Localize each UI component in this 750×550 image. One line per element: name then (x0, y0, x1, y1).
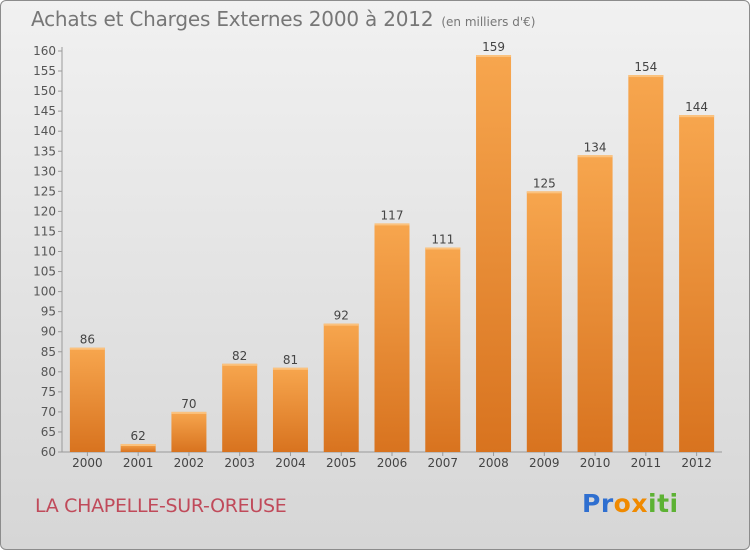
bar-2007 (425, 247, 461, 452)
y-tick-label: 90 (41, 325, 56, 339)
title-block: Achats et Charges Externes 2000 à 2012 (e… (31, 7, 535, 31)
logo-letter: x (631, 489, 648, 518)
bar-2008 (476, 55, 512, 452)
data-label-2000: 86 (80, 333, 95, 347)
y-tick-label: 145 (33, 104, 56, 118)
logo-letter: r (600, 489, 614, 518)
data-label-2009: 125 (533, 176, 556, 190)
data-label-2011: 154 (634, 60, 657, 74)
bar-highlight (628, 75, 664, 78)
y-tick-label: 60 (41, 445, 56, 459)
bar-highlight (272, 367, 308, 370)
bar-highlight (679, 115, 715, 118)
x-tick-label-2000: 2000 (72, 456, 103, 470)
bar-highlight (69, 347, 105, 350)
y-tick-label: 130 (33, 164, 56, 178)
data-label-2008: 159 (482, 40, 505, 54)
y-tick-label: 70 (41, 405, 56, 419)
data-label-2007: 111 (431, 232, 454, 246)
y-tick-label: 125 (33, 184, 56, 198)
x-tick-label-2001: 2001 (123, 456, 154, 470)
data-label-2012: 144 (685, 100, 708, 114)
x-tick-label-2012: 2012 (681, 456, 712, 470)
logo-letter: o (613, 489, 632, 518)
bar-2003 (222, 363, 258, 452)
data-label-2003: 82 (232, 349, 247, 363)
chart-title: Achats et Charges Externes 2000 à 2012 (31, 7, 434, 31)
data-label-2005: 92 (334, 309, 349, 323)
logo-letter: i (648, 489, 658, 518)
bar-2009 (526, 191, 562, 452)
x-tick-label-2004: 2004 (275, 456, 306, 470)
logo-letter: i (669, 489, 679, 518)
x-tick-label-2002: 2002 (174, 456, 205, 470)
y-tick-label: 160 (33, 44, 56, 58)
y-tick-label: 85 (41, 345, 56, 359)
y-tick-label: 105 (33, 265, 56, 279)
bar-2010 (577, 155, 613, 452)
y-tick-label: 100 (33, 285, 56, 299)
bar-highlight (222, 363, 258, 366)
location-label: LA CHAPELLE-SUR-OREUSE (35, 495, 287, 517)
y-tick-label: 75 (41, 385, 56, 399)
x-tick-label-2009: 2009 (529, 456, 560, 470)
data-label-2006: 117 (381, 208, 404, 222)
bar-highlight (323, 323, 359, 326)
bar-2005 (323, 323, 359, 452)
y-tick-label: 155 (33, 64, 56, 78)
bar-2006 (374, 223, 410, 452)
logo-letter: P (582, 489, 601, 518)
data-label-2002: 70 (181, 397, 196, 411)
y-tick-label: 110 (33, 245, 56, 259)
bar-highlight (374, 223, 410, 226)
x-tick-label-2010: 2010 (580, 456, 611, 470)
bar-highlight (120, 443, 156, 446)
y-tick-label: 80 (41, 365, 56, 379)
bar-2012 (679, 115, 715, 452)
logo-letter: t (657, 489, 670, 518)
plot-area: 60 65 70 75 80 85 90 95 100 105 110 115 120 125 130 135… (33, 40, 722, 470)
y-tick-label: 135 (33, 144, 56, 158)
data-label-2010: 134 (584, 140, 607, 154)
x-tick-label-2011: 2011 (631, 456, 662, 470)
y-tick-label: 120 (33, 204, 56, 218)
bar-highlight (171, 411, 207, 414)
chart-subtitle: (en milliers d'€) (441, 15, 536, 29)
bar-2001 (120, 443, 156, 452)
x-tick-label-2008: 2008 (478, 456, 509, 470)
x-tick-label-2003: 2003 (224, 456, 255, 470)
bar-2004 (272, 367, 308, 452)
bar-highlight (526, 191, 562, 194)
y-tick-label: 115 (33, 224, 56, 238)
x-tick-label-2006: 2006 (377, 456, 408, 470)
x-tick-label-2005: 2005 (326, 456, 357, 470)
bar-2002 (171, 411, 207, 452)
bar-2000 (69, 347, 105, 452)
proxiti-logo: Proxiti (582, 489, 679, 518)
bar-highlight (425, 247, 461, 250)
y-tick-label: 95 (41, 305, 56, 319)
y-tick-label: 150 (33, 84, 56, 98)
data-label-2004: 81 (283, 353, 298, 367)
data-label-2001: 62 (131, 429, 146, 443)
bar-highlight (577, 155, 613, 158)
bar-highlight (476, 55, 512, 58)
y-tick-label: 140 (33, 124, 56, 138)
y-tick-label: 65 (41, 425, 56, 439)
bar-2011 (628, 75, 664, 452)
x-tick-label-2007: 2007 (427, 456, 458, 470)
